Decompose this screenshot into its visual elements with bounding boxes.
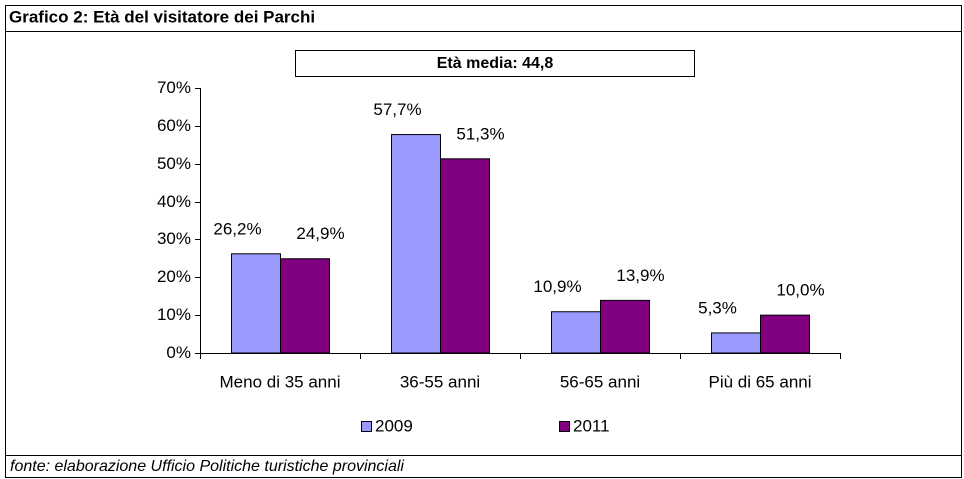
value-label: 57,7% bbox=[373, 100, 421, 119]
annotation-box bbox=[295, 50, 695, 77]
bar bbox=[600, 299, 650, 354]
x-tick-label: Più di 65 anni bbox=[708, 372, 811, 391]
y-tick-label: 50% bbox=[157, 154, 191, 173]
y-tick-label: 40% bbox=[157, 192, 191, 211]
legend-label: 2011 bbox=[573, 416, 610, 435]
value-label: 5,3% bbox=[698, 298, 737, 317]
x-tick-label: 36-55 anni bbox=[400, 372, 480, 391]
bar bbox=[280, 258, 330, 354]
y-tick-label: 30% bbox=[157, 229, 191, 248]
chart-title: Grafico 2: Età del visitatore dei Parchi bbox=[9, 7, 315, 26]
value-label: 26,2% bbox=[213, 219, 261, 238]
legend-swatch bbox=[559, 421, 570, 432]
y-tick-label: 70% bbox=[157, 78, 191, 97]
value-label: 51,3% bbox=[456, 124, 504, 143]
x-tick-label: 56-65 anni bbox=[560, 372, 640, 391]
bar bbox=[231, 253, 281, 354]
bar bbox=[760, 314, 810, 354]
y-tick-label: 60% bbox=[157, 116, 191, 135]
annotation: Età media: 44,8 bbox=[437, 55, 554, 72]
value-label: 10,0% bbox=[776, 281, 824, 300]
source: fonte: elaborazione Ufficio Politiche tu… bbox=[10, 458, 404, 475]
y-tick-label: 0% bbox=[166, 343, 191, 362]
x-tick-label: Meno di 35 anni bbox=[220, 372, 341, 391]
y-tick-label: 10% bbox=[157, 305, 191, 324]
y-tick-label: 20% bbox=[157, 267, 191, 286]
legend-label: 2009 bbox=[375, 416, 413, 435]
bar bbox=[440, 158, 490, 354]
bar bbox=[551, 311, 601, 354]
bar bbox=[711, 332, 761, 354]
legend-swatch bbox=[361, 421, 372, 432]
value-label: 10,9% bbox=[533, 277, 581, 296]
value-label: 24,9% bbox=[296, 224, 344, 243]
value-label: 13,9% bbox=[616, 266, 664, 285]
bar bbox=[391, 134, 441, 354]
